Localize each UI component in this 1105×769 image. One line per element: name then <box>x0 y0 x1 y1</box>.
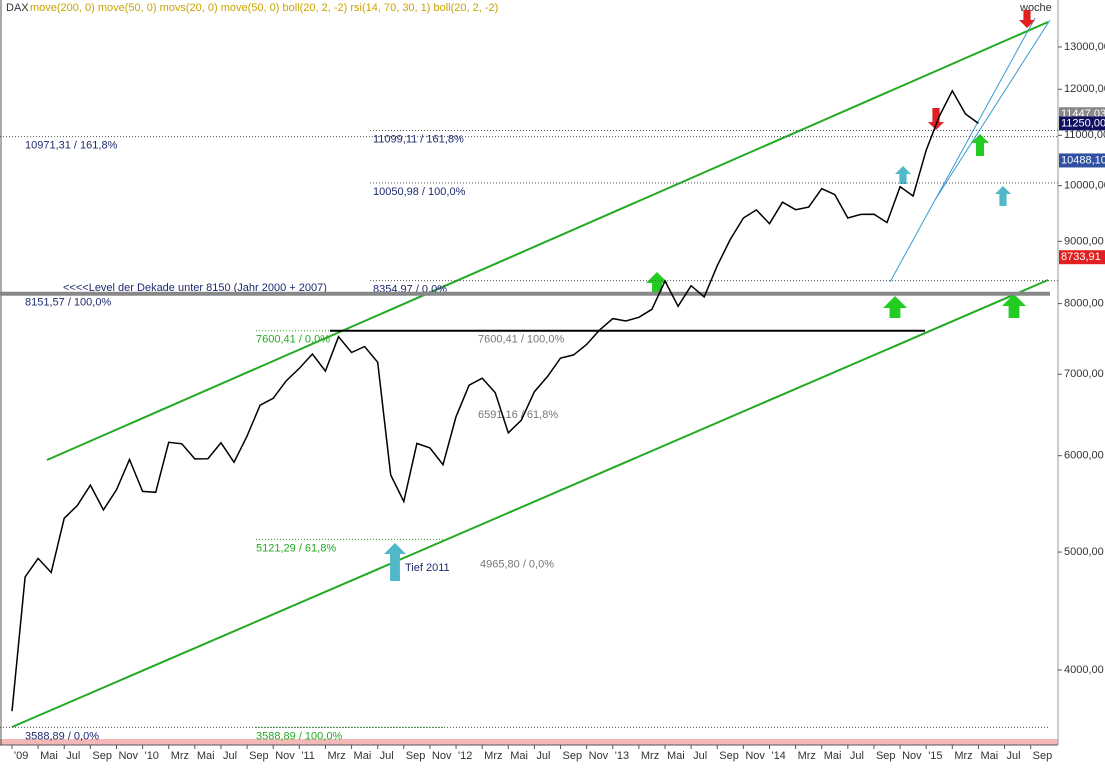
x-tick-label: Mai <box>354 750 372 762</box>
level-label: 10050,98 / 100,0% <box>373 186 466 198</box>
x-tick-label: Mrz <box>641 750 659 762</box>
arrow <box>895 166 911 184</box>
x-tick-label: Sep <box>719 750 739 762</box>
price-tag <box>1059 116 1105 131</box>
x-tick-label: Jul <box>66 750 80 762</box>
x-tick-label: Jul <box>536 750 550 762</box>
arrow <box>883 296 907 318</box>
arrow <box>1002 294 1026 318</box>
y-tick-label: 12000,00 <box>1064 83 1105 95</box>
y-tick-label: 5000,00 <box>1064 546 1104 558</box>
price-tag <box>1059 250 1105 265</box>
price-tag <box>1059 153 1105 168</box>
x-tick-label: Jul <box>1007 750 1021 762</box>
x-tick-label: Nov <box>745 750 765 762</box>
x-tick-label: '12 <box>458 750 472 762</box>
x-tick-label: Sep <box>876 750 896 762</box>
x-tick-label: '13 <box>615 750 629 762</box>
x-tick-label: Mrz <box>954 750 972 762</box>
x-tick-label: Mai <box>824 750 842 762</box>
x-tick-label: Nov <box>275 750 295 762</box>
arrow <box>1019 10 1035 28</box>
arrows <box>384 10 1035 581</box>
level-label: 11099,11 / 161,8% <box>373 133 464 145</box>
price-tag-label: 8733,91 <box>1061 251 1101 263</box>
x-tick-label: Jul <box>850 750 864 762</box>
x-tick-label: Mrz <box>798 750 816 762</box>
x-tick-label: Mrz <box>171 750 189 762</box>
arrow <box>646 272 668 294</box>
arrow <box>971 134 989 156</box>
x-tick-label: '15 <box>928 750 942 762</box>
level-label: 3588,89 / 0,0% <box>25 730 99 742</box>
y-tick-label: 4000,00 <box>1064 664 1104 676</box>
y-tick-label: 9000,00 <box>1064 235 1104 247</box>
x-tick-label: Nov <box>118 750 138 762</box>
y-tick-label: 7000,00 <box>1064 368 1104 380</box>
y-tick-label: 11000,00 <box>1064 129 1105 141</box>
price-line <box>11 89 979 712</box>
price-tag-label: 11250,00 <box>1061 117 1105 129</box>
chart-title: DAX <box>6 2 29 14</box>
annotation: Tief 2011 <box>405 562 450 574</box>
x-tick-label: '11 <box>301 750 315 762</box>
y-tick-label: 13000,00 <box>1064 41 1105 53</box>
y-tick-label: 6000,00 <box>1064 450 1104 462</box>
level-label: 3588,89 / 100,0% <box>256 730 342 742</box>
level-label: 6591,16 / 61,8% <box>478 409 558 421</box>
x-tick-label: Jul <box>223 750 237 762</box>
level-label: 7600,41 / 100,0% <box>478 334 564 346</box>
x-tick-label: Jul <box>693 750 707 762</box>
x-tick-label: Mai <box>980 750 998 762</box>
x-tick-label: Sep <box>1033 750 1053 762</box>
x-tick-label: Nov <box>902 750 922 762</box>
y-tick-label: 8000,00 <box>1064 298 1104 310</box>
level-label: 4965,80 / 0,0% <box>480 559 554 571</box>
trend-line <box>889 17 1036 283</box>
level-label: 7600,41 / 0,0% <box>256 334 330 346</box>
trend-line <box>46 21 1049 461</box>
price-tag-label: 10488,10 <box>1061 154 1105 166</box>
x-tick-label: Mai <box>510 750 528 762</box>
x-tick-label: Sep <box>249 750 269 762</box>
x-tick-label: Jul <box>380 750 394 762</box>
bottom-band <box>0 739 1058 745</box>
trend-line <box>934 19 1051 201</box>
x-tick-label: Mai <box>197 750 215 762</box>
level-label: 5121,29 / 61,8% <box>256 542 336 554</box>
x-tick-label: Mai <box>667 750 685 762</box>
indicator-list: move(200, 0) move(50, 0) movs(20, 0) mov… <box>30 2 498 14</box>
trend-line <box>11 279 1049 728</box>
x-tick-label: Nov <box>589 750 609 762</box>
x-tick-label: Nov <box>432 750 452 762</box>
x-tick-label: Sep <box>563 750 583 762</box>
arrow <box>928 108 944 130</box>
x-tick-label: Sep <box>92 750 112 762</box>
arrow <box>995 186 1011 206</box>
x-tick-label: '14 <box>771 750 785 762</box>
x-tick-label: Sep <box>406 750 426 762</box>
x-tick-label: Mrz <box>327 750 345 762</box>
y-tick-label: 10000,00 <box>1064 180 1105 192</box>
annotation: <<<<Level der Dekade unter 8150 (Jahr 20… <box>63 282 327 294</box>
level-label: 8151,57 / 100,0% <box>25 297 111 309</box>
x-tick-label: Mai <box>40 750 58 762</box>
level-label: 10971,31 / 161,8% <box>25 140 118 152</box>
x-tick-label: '10 <box>145 750 159 762</box>
x-tick-label: Mrz <box>484 750 502 762</box>
x-tick-label: '09 <box>14 750 28 762</box>
arrow <box>384 543 406 581</box>
